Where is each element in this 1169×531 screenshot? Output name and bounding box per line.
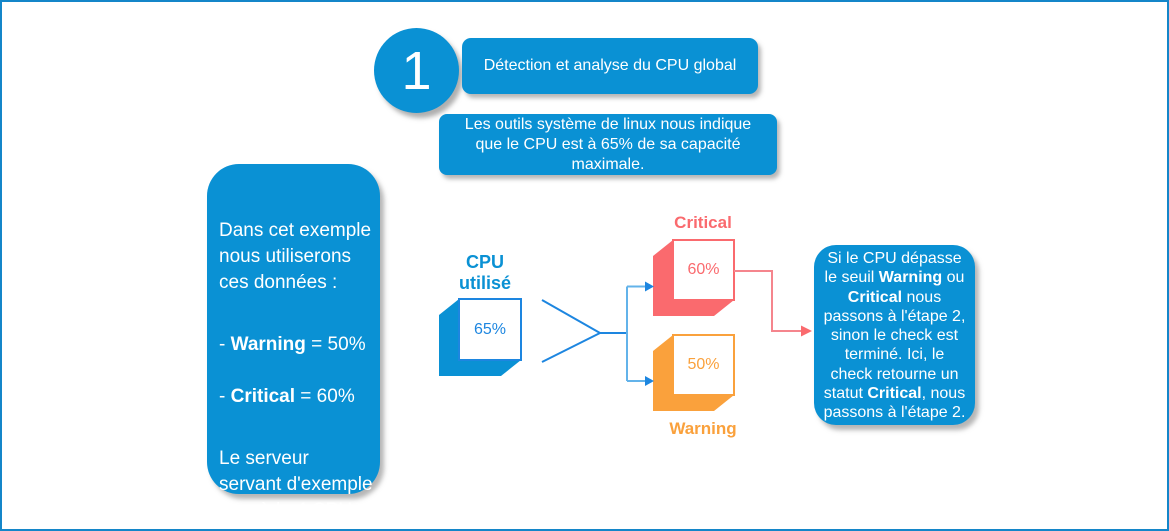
compare-connector-lines xyxy=(541,299,627,363)
intro-box: Les outils système de linux nous indique… xyxy=(439,114,777,175)
step-title-box: Détection et analyse du CPU global xyxy=(462,38,758,94)
warning-label: Warning xyxy=(669,419,737,438)
critical-label: Critical xyxy=(674,213,732,232)
cpu-used-value: 65% xyxy=(473,320,507,338)
result-line: le seuil Warning ou xyxy=(824,269,965,287)
critical-threshold-value: 60% xyxy=(687,261,720,278)
example-thresholds: - Warning = 50% - Critical = 60% xyxy=(219,306,380,436)
warning-threshold-value: 50% xyxy=(687,356,720,373)
step-number-badge: 1 xyxy=(374,28,459,113)
arrow-right-to-warning-icon xyxy=(645,376,654,386)
result-line: statut Critical, nous xyxy=(823,385,966,403)
result-line: Si le CPU dépasse xyxy=(827,250,962,267)
example-paragraph-2: Le serveur servant d'exemple possède 4 C… xyxy=(219,448,373,521)
cpu-used-label: CPU utilisé xyxy=(458,252,511,293)
result-line: terminé. Ici, le xyxy=(844,346,945,364)
result-line: passons à l'étape 2. xyxy=(823,404,966,422)
result-line: check retourne un xyxy=(830,365,959,383)
warning-threshold-line: - Warning = 50% xyxy=(219,334,366,355)
arrow-right-to-result-icon xyxy=(801,325,812,337)
step-number: 1 xyxy=(401,40,432,101)
result-box: Si le CPU dépasse le seuil Warning ou Cr… xyxy=(814,245,975,425)
step-title: Détection et analyse du CPU global xyxy=(483,57,737,74)
critical-threshold-line: - Critical = 60% xyxy=(219,386,355,407)
arrow-right-to-critical-icon xyxy=(645,281,654,292)
example-box: Dans cet exemple nous utiliserons ces do… xyxy=(207,164,380,521)
example-paragraph-1: Dans cet exemple nous utiliserons ces do… xyxy=(219,220,372,293)
result-line: sinon le check est xyxy=(830,327,959,345)
result-line: passons à l'étape 2, xyxy=(823,307,966,325)
critical-result-connector-line xyxy=(734,270,801,332)
branch-connector-lines xyxy=(626,285,645,382)
intro-text: Les outils système de linux nous indique… xyxy=(464,115,752,173)
result-line: Critical nous xyxy=(847,288,942,306)
